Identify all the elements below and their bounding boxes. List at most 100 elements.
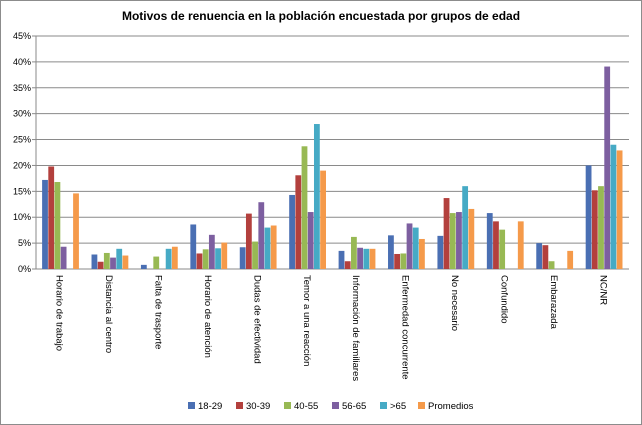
- y-tick-label: 0%: [18, 264, 31, 274]
- bar-4055-3: [202, 249, 209, 269]
- chart-title: Motivos de renuencia en la población enc…: [122, 9, 520, 23]
- x-tick-label: Enfermedad concurrente: [400, 275, 411, 380]
- bar-4055-6: [351, 236, 357, 269]
- legend-label: 56-65: [342, 401, 366, 412]
- bar-3039-11: [591, 190, 598, 269]
- bar-Promedios-11: [616, 150, 623, 269]
- bar-Promedios-4: [270, 225, 277, 269]
- legend-swatch: [418, 402, 425, 409]
- bar-1829-5: [289, 194, 295, 269]
- y-tick-label: 45%: [13, 31, 31, 41]
- bar-65-8: [462, 186, 469, 269]
- bar-Promedios-6: [369, 248, 376, 269]
- bar-4055-8: [449, 213, 456, 269]
- bar-1829-6: [338, 250, 345, 269]
- bar-3039-5: [295, 175, 302, 269]
- bar-Promedios-10: [567, 250, 574, 269]
- legend-label: Promedios: [428, 401, 474, 412]
- bar-65-4: [264, 227, 271, 269]
- bar-Promedios-0: [73, 193, 79, 269]
- bar-1829-0: [42, 179, 48, 269]
- y-tick-label: 20%: [13, 160, 31, 170]
- bar-4055-10: [548, 261, 555, 269]
- bar-Promedios-9: [517, 221, 524, 269]
- bar-5665-3: [208, 234, 215, 269]
- bar-65-2: [165, 248, 172, 269]
- legend-swatch: [380, 402, 387, 409]
- bar-Promedios-5: [320, 170, 326, 269]
- bar-1829-3: [190, 224, 197, 269]
- bar-5665-4: [258, 202, 265, 269]
- bar-1829-1: [91, 254, 98, 269]
- x-tick-label: Confundido: [499, 275, 510, 324]
- legend-label: 18-29: [198, 401, 222, 412]
- bar-1829-8: [437, 235, 444, 269]
- legend-swatch: [236, 402, 243, 409]
- x-tick-label: Horario de atención: [202, 275, 213, 358]
- bar-Promedios-8: [468, 208, 475, 269]
- bar-Promedios-2: [171, 246, 178, 269]
- x-tick-label: NC/NR: [597, 275, 608, 305]
- bar-1829-7: [388, 235, 394, 269]
- x-tick-label: Distancia al centro: [103, 275, 114, 353]
- bar-65-11: [610, 144, 617, 269]
- bar-4055-4: [252, 241, 258, 269]
- x-tick-label: Dudas de efectividad: [251, 275, 262, 364]
- bar-3039-1: [97, 261, 104, 269]
- bar-5665-1: [110, 257, 116, 269]
- bar-3039-10: [542, 245, 549, 269]
- x-tick-label: Información de familiares: [350, 275, 361, 381]
- bar-3039-6: [344, 261, 351, 269]
- bar-3039-8: [443, 198, 450, 269]
- x-tick-label: Falta de trasporte: [153, 275, 164, 349]
- bar-1829-9: [486, 213, 493, 269]
- bar-5665-0: [60, 246, 67, 269]
- legend-swatch: [188, 402, 195, 409]
- bar-3039-4: [245, 213, 252, 269]
- bar-65-3: [215, 248, 221, 269]
- bar-3039-9: [493, 221, 499, 269]
- bar-5665-7: [406, 223, 413, 269]
- legend-label: 30-39: [246, 401, 270, 412]
- x-tick-label: Horario de trabajo: [54, 275, 65, 351]
- bar-5665-8: [456, 212, 462, 269]
- bar-Promedios-7: [419, 238, 425, 269]
- y-tick-label: 10%: [13, 212, 31, 222]
- legend-swatch: [284, 402, 291, 409]
- y-tick-label: 25%: [13, 135, 31, 145]
- y-tick-label: 30%: [13, 109, 31, 119]
- bar-5665-5: [307, 212, 314, 269]
- legend-label: 40-55: [294, 401, 318, 412]
- legend-label: >65: [390, 401, 406, 412]
- bar-65-6: [363, 248, 370, 269]
- bar-Promedios-1: [122, 255, 129, 269]
- bar-4055-5: [301, 146, 308, 269]
- bar-4055-7: [400, 253, 407, 269]
- bar-5665-6: [357, 247, 364, 269]
- legend-swatch: [332, 402, 339, 409]
- bar-5665-11: [604, 66, 611, 269]
- y-tick-label: 5%: [18, 238, 31, 248]
- bar-4055-2: [153, 256, 160, 269]
- bar-1829-4: [239, 247, 246, 269]
- bar-1829-11: [585, 165, 592, 269]
- bar-3039-3: [196, 253, 203, 269]
- y-tick-label: 35%: [13, 83, 31, 93]
- bar-1829-10: [536, 243, 543, 269]
- bar-3039-7: [394, 253, 401, 269]
- bar-65-1: [116, 248, 123, 269]
- bar-1829-2: [140, 264, 147, 269]
- bar-Promedios-3: [221, 242, 228, 269]
- bar-65-5: [313, 124, 320, 270]
- bar-4055-9: [499, 229, 506, 269]
- y-tick-label: 40%: [13, 57, 31, 67]
- bar-65-7: [412, 227, 419, 269]
- x-tick-label: Temor a una reacción: [301, 275, 312, 366]
- y-tick-label: 15%: [13, 186, 31, 196]
- bar-3039-0: [48, 166, 55, 269]
- x-tick-label: Embarazada: [548, 275, 559, 330]
- bar-4055-11: [598, 186, 604, 269]
- bar-4055-0: [54, 182, 61, 269]
- bar-4055-1: [103, 252, 110, 269]
